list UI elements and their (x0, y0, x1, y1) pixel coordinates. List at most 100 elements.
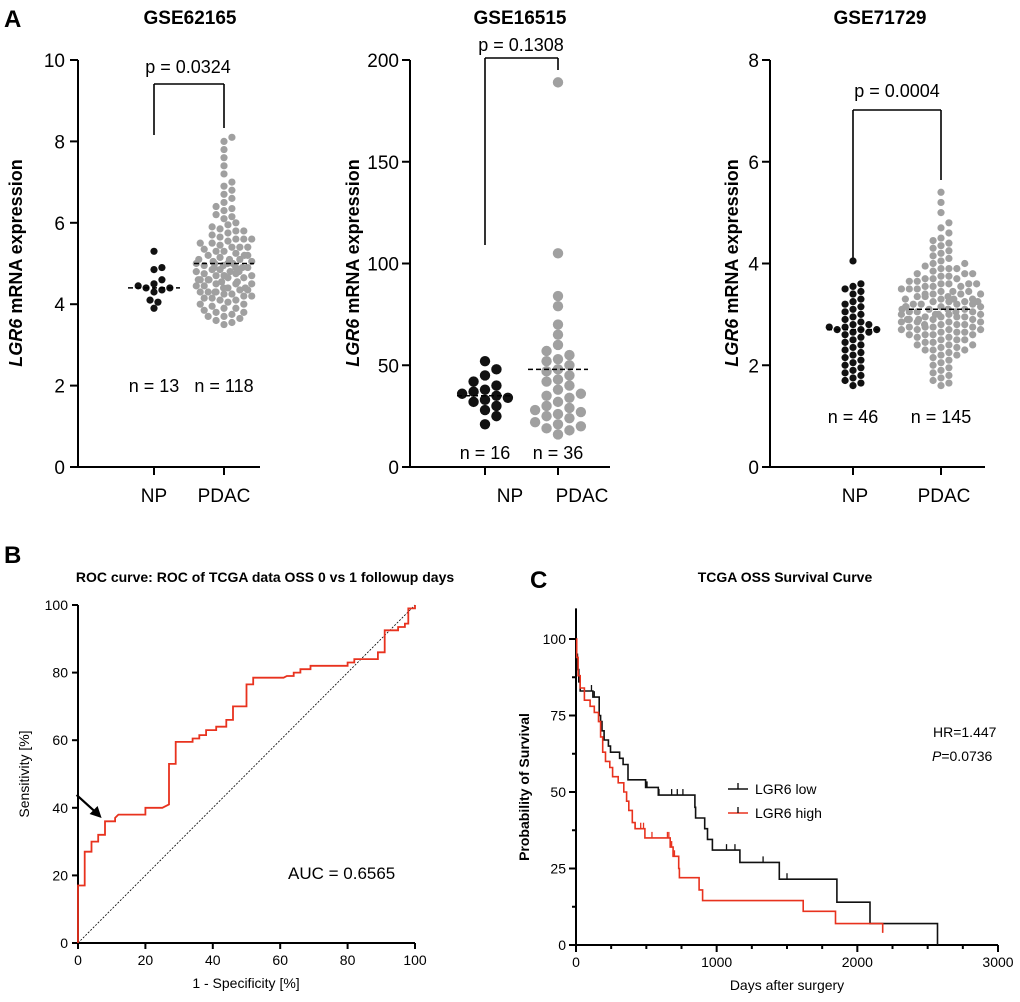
data-point-np (503, 393, 513, 403)
y-tick-label: 60 (52, 732, 68, 748)
panel-label-b: B (4, 542, 21, 569)
x-axis-label-roc: 1 - Specificity [%] (192, 975, 299, 991)
y-tick-label: 80 (52, 665, 68, 681)
data-point-pdac (240, 301, 247, 308)
data-point-pdac (228, 319, 235, 326)
data-point-np (849, 321, 856, 328)
legend-label-low: LGR6 low (755, 781, 817, 797)
n-label-a1-pdac: n = 118 (194, 376, 253, 396)
data-point-pdac (241, 252, 248, 259)
data-point-pdac (220, 305, 227, 312)
data-point-pdac (553, 429, 563, 439)
data-point-pdac (937, 321, 944, 328)
y-tick-label: 100 (45, 597, 69, 613)
data-point-pdac (937, 288, 944, 295)
data-point-pdac (937, 374, 944, 381)
data-point-pdac (576, 421, 586, 431)
data-point-np (841, 285, 848, 292)
data-point-pdac (553, 354, 563, 364)
data-point-pdac (224, 299, 231, 306)
data-point-pdac (922, 283, 929, 290)
data-point-pdac (201, 246, 208, 253)
x-label-a1-pdac: PDAC (198, 486, 251, 507)
x-label-a3-np: NP (842, 486, 868, 507)
data-point-pdac (937, 234, 944, 241)
data-point-pdac (541, 411, 551, 421)
data-point-pdac (961, 270, 968, 277)
data-point-pdac (937, 273, 944, 280)
y-axis-label-a3: LGR6 mRNA expression (722, 159, 742, 366)
data-point-pdac (205, 288, 212, 295)
data-point-pdac (564, 370, 574, 380)
data-point-np (849, 298, 856, 305)
y-tick-label: 20 (52, 867, 68, 883)
data-point-pdac (209, 294, 216, 301)
data-point-pdac (224, 238, 231, 245)
data-point-pdac (541, 366, 551, 376)
x-label-a2-np: NP (497, 486, 523, 507)
data-point-pdac (228, 311, 235, 318)
y-tick-label: 0 (60, 935, 68, 951)
data-point-np (480, 356, 490, 366)
data-point-pdac (914, 285, 921, 292)
data-point-np (857, 318, 864, 325)
data-point-pdac (248, 292, 255, 299)
y-tick-label: 2 (54, 377, 65, 398)
data-point-np (857, 379, 864, 386)
data-point-np (158, 276, 165, 283)
data-point-pdac (922, 331, 929, 338)
data-point-pdac (965, 280, 972, 287)
data-point-pdac (541, 391, 551, 401)
data-point-np (857, 311, 864, 318)
y-tick-label: 50 (550, 784, 566, 800)
data-point-pdac (553, 77, 563, 87)
data-point-pdac (953, 275, 960, 282)
data-point-pdac (564, 425, 574, 435)
data-point-np (841, 339, 848, 346)
data-point-pdac (576, 407, 586, 417)
data-point-pdac (961, 321, 968, 328)
y-tick-label: 4 (748, 255, 759, 276)
data-point-pdac (969, 331, 976, 338)
data-point-pdac (197, 288, 204, 295)
data-point-pdac (929, 237, 936, 244)
data-point-pdac (945, 229, 952, 236)
data-point-np (857, 288, 864, 295)
data-point-np (841, 362, 848, 369)
data-point-pdac (232, 235, 239, 242)
data-point-pdac (921, 321, 928, 328)
data-point-pdac (209, 231, 216, 238)
data-point-pdac (228, 213, 235, 220)
data-point-pdac (929, 339, 936, 346)
data-point-pdac (216, 254, 223, 261)
auc-annotation: AUC = 0.6565 (288, 864, 395, 883)
data-point-np (150, 280, 157, 287)
data-point-pdac (898, 285, 905, 292)
data-point-pdac (236, 315, 243, 322)
data-point-pdac (969, 323, 976, 330)
data-point-pdac (929, 331, 936, 338)
y-tick-label: 200 (367, 51, 399, 72)
n-label-a1-np: n = 13 (129, 376, 180, 396)
hr-annotation: HR=1.447 (933, 724, 997, 740)
data-point-pdac (209, 240, 216, 247)
panel-label-a: A (4, 6, 21, 33)
data-point-pdac (937, 344, 944, 351)
y-tick-label: 40 (52, 800, 68, 816)
data-point-pdac (945, 240, 952, 247)
data-point-pdac (929, 377, 936, 384)
y-tick-label: 8 (748, 51, 759, 72)
data-point-pdac (228, 134, 235, 141)
figure: A B C GSE62165 GSE16515 GSE71729 LGR6 mR… (0, 0, 1020, 1002)
data-point-np (491, 411, 501, 421)
data-point-pdac (953, 351, 960, 358)
data-point-pdac (564, 403, 574, 413)
chart-title-gse62165: GSE62165 (144, 8, 237, 29)
data-point-pdac (915, 316, 922, 323)
data-point-pdac (937, 265, 944, 272)
data-point-pdac (212, 203, 219, 210)
data-point-pdac (910, 301, 917, 308)
data-point-pdac (898, 326, 905, 333)
data-point-np (849, 359, 856, 366)
data-point-pdac (216, 242, 223, 249)
